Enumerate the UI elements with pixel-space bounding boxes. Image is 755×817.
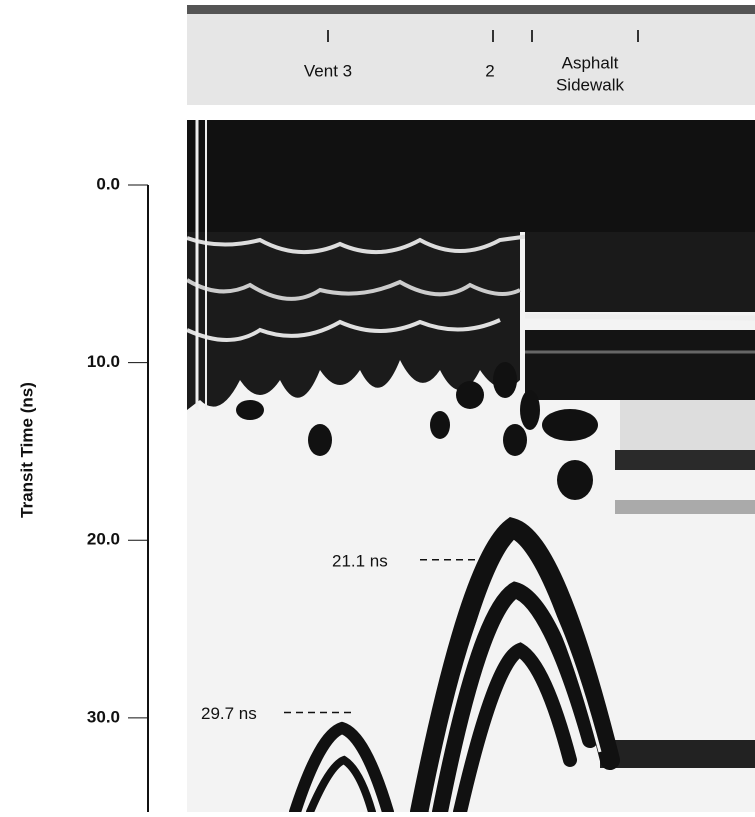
header-strip bbox=[187, 5, 755, 105]
annotation-label: 21.1 ns bbox=[332, 551, 388, 570]
top-label: Vent 3 bbox=[304, 61, 352, 80]
top-label: Asphalt bbox=[562, 53, 619, 72]
top-label: Sidewalk bbox=[556, 75, 625, 94]
radargram bbox=[187, 120, 755, 812]
y-tick-label: 0.0 bbox=[96, 174, 120, 193]
annotation-label: 29.7 ns bbox=[201, 704, 257, 723]
header-ticks bbox=[327, 30, 639, 42]
header-border bbox=[187, 5, 755, 14]
top-label: 2 bbox=[485, 61, 494, 80]
y-axis-title: Transit Time (ns) bbox=[17, 382, 36, 518]
y-tick-label: 10.0 bbox=[87, 352, 120, 371]
y-tick-label: 30.0 bbox=[87, 707, 120, 726]
y-tick-label: 20.0 bbox=[87, 530, 120, 549]
